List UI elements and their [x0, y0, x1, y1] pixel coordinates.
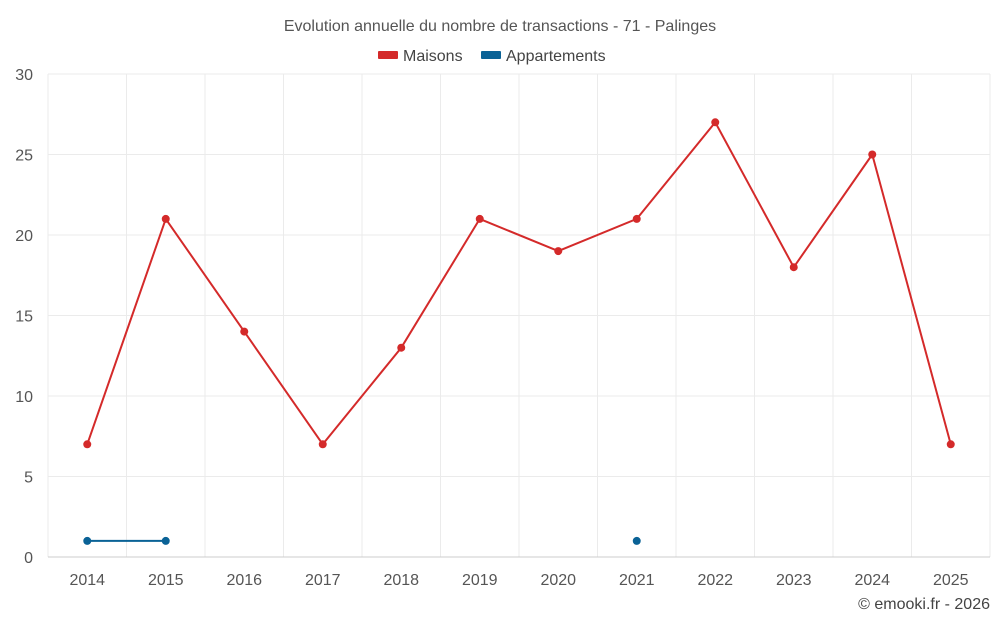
y-axis-tick-labels: 0 5 10 15 20 25 30 — [15, 67, 33, 567]
data-point-appartements[interactable] — [632, 536, 641, 545]
legend: Maisons Appartements — [378, 48, 606, 65]
data-point-maisons[interactable] — [946, 440, 955, 449]
chart-title: Evolution annuelle du nombre de transact… — [284, 18, 716, 35]
x-tick-label: 2017 — [305, 572, 341, 589]
data-point-maisons[interactable] — [632, 214, 641, 223]
x-tick-label: 2024 — [854, 572, 890, 589]
x-tick-label: 2021 — [619, 572, 655, 589]
data-point-maisons[interactable] — [318, 440, 327, 449]
series-layer — [83, 118, 955, 545]
series-line-maisons — [86, 121, 952, 446]
x-tick-label: 2025 — [933, 572, 969, 589]
data-point-maisons[interactable] — [868, 150, 877, 159]
x-tick-label: 2016 — [226, 572, 262, 589]
data-point-maisons[interactable] — [711, 118, 720, 127]
legend-label-maisons[interactable]: Maisons — [403, 48, 463, 65]
x-tick-label: 2015 — [148, 572, 184, 589]
data-point-maisons[interactable] — [161, 214, 170, 223]
data-point-maisons[interactable] — [789, 263, 798, 272]
series-appartements — [83, 536, 641, 545]
series-maisons — [83, 118, 955, 449]
y-tick-label: 20 — [15, 228, 33, 245]
y-tick-label: 15 — [15, 309, 33, 326]
x-tick-label: 2020 — [540, 572, 576, 589]
data-point-maisons[interactable] — [554, 247, 563, 256]
data-point-maisons[interactable] — [397, 343, 406, 352]
x-axis-tick-labels: 2014 2015 2016 2017 2018 2019 2020 2021 2022 2023… — [69, 572, 968, 589]
x-tick-label: 2014 — [69, 572, 105, 589]
x-tick-label: 2023 — [776, 572, 812, 589]
x-tick-label: 2019 — [462, 572, 498, 589]
data-point-maisons[interactable] — [240, 327, 249, 336]
x-tick-label: 2022 — [697, 572, 733, 589]
data-point-maisons[interactable] — [475, 214, 484, 223]
y-tick-label: 5 — [24, 470, 33, 487]
legend-swatch-maisons[interactable] — [378, 51, 398, 59]
y-tick-label: 30 — [15, 67, 33, 84]
y-tick-label: 0 — [24, 550, 33, 567]
data-point-appartements[interactable] — [161, 536, 170, 545]
x-tick-label: 2018 — [383, 572, 419, 589]
legend-swatch-appartements[interactable] — [481, 51, 501, 59]
credit-text: © emooki.fr - 2026 — [858, 596, 990, 613]
y-tick-label: 25 — [15, 148, 33, 165]
data-point-maisons[interactable] — [83, 440, 92, 449]
y-tick-label: 10 — [15, 389, 33, 406]
legend-label-appartements[interactable]: Appartements — [506, 48, 606, 65]
data-point-appartements[interactable] — [83, 536, 92, 545]
